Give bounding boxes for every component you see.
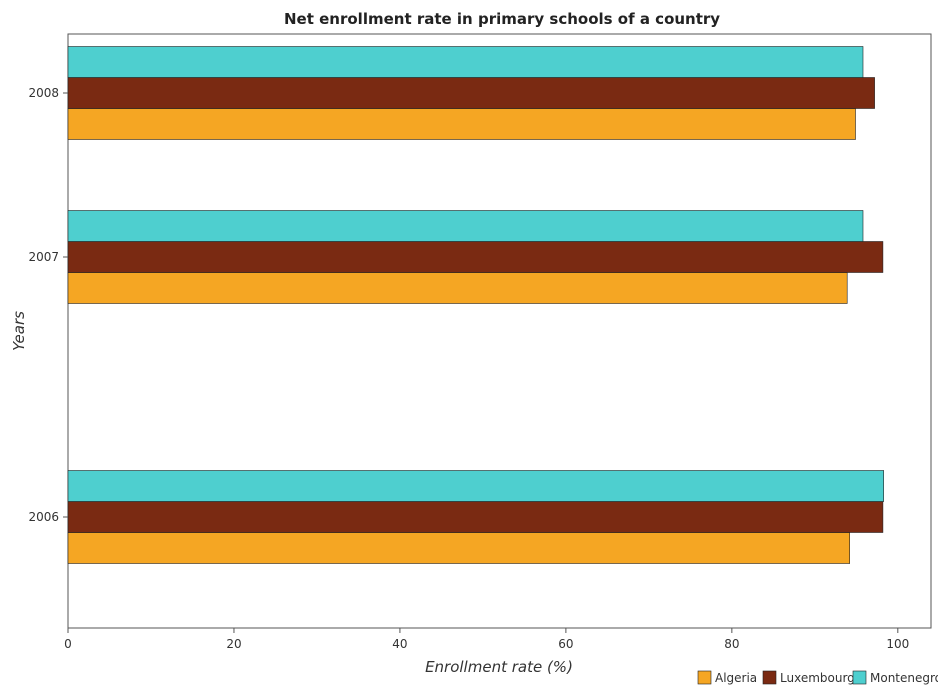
y-tick-label: 2006 [28,510,59,524]
x-tick-label: 80 [724,637,739,651]
legend-swatch-luxembourg [762,670,777,685]
bar-montenegro-2008 [67,46,864,78]
chart-title: Net enrollment rate in primary schools o… [284,10,720,28]
legend-swatch-montenegro [852,670,867,685]
bars-layer [67,46,885,564]
y-axis-label: Years [10,311,28,351]
x-tick-label: 20 [226,637,241,651]
legend-label-montenegro: Montenegro [870,671,938,685]
x-tick-label: 0 [64,637,72,651]
x-axis-ticks: 0 20 40 60 80 100 [64,628,909,651]
plot-frame [67,33,932,629]
bar-montenegro-2007 [67,210,864,242]
legend-label-algeria: Algeria [715,671,757,685]
y-axis-ticks: 2006 2007 2008 [28,86,68,524]
bar-algeria-2008 [67,108,856,140]
y-tick-label: 2007 [28,250,59,264]
bar-luxembourg-2008 [67,77,875,109]
x-tick-label: 60 [558,637,573,651]
bar-luxembourg-2006 [67,501,884,533]
bar-luxembourg-2007 [67,241,884,273]
x-tick-label: 40 [392,637,407,651]
legend: Algeria Luxembourg Montenegro [697,670,938,685]
legend-swatch-algeria [697,670,712,685]
bar-algeria-2006 [67,532,851,564]
bar-algeria-2007 [67,272,848,304]
y-tick-label: 2008 [28,86,59,100]
bar-montenegro-2006 [67,470,885,502]
legend-label-luxembourg: Luxembourg [780,671,855,685]
x-tick-label: 100 [886,637,909,651]
x-axis-label: Enrollment rate (%) [425,658,573,676]
